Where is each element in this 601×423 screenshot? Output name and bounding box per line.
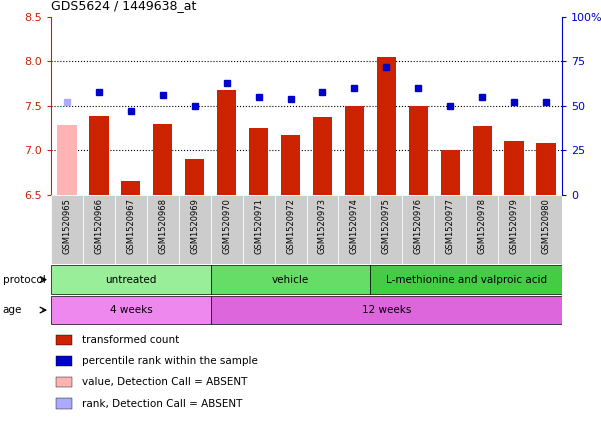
Text: 12 weeks: 12 weeks <box>362 305 411 315</box>
Text: GSM1520979: GSM1520979 <box>510 198 519 254</box>
Bar <box>56 398 72 409</box>
Text: GSM1520973: GSM1520973 <box>318 198 327 254</box>
Text: GDS5624 / 1449638_at: GDS5624 / 1449638_at <box>51 0 197 11</box>
Text: 4 weeks: 4 weeks <box>109 305 152 315</box>
Text: GSM1520971: GSM1520971 <box>254 198 263 254</box>
Bar <box>217 90 236 195</box>
Bar <box>402 195 435 264</box>
Bar <box>115 195 147 264</box>
Bar <box>56 377 72 387</box>
Bar <box>58 125 77 195</box>
Text: transformed count: transformed count <box>82 335 179 345</box>
Bar <box>51 265 211 294</box>
Bar <box>530 195 562 264</box>
Bar <box>56 356 72 366</box>
Text: GSM1520966: GSM1520966 <box>94 198 103 254</box>
Text: value, Detection Call = ABSENT: value, Detection Call = ABSENT <box>82 377 247 387</box>
Bar <box>498 195 530 264</box>
Bar <box>338 195 370 264</box>
Text: GSM1520970: GSM1520970 <box>222 198 231 254</box>
Bar <box>121 181 141 195</box>
Bar <box>90 116 109 195</box>
Bar <box>243 195 275 264</box>
Text: GSM1520967: GSM1520967 <box>126 198 135 254</box>
Text: protocol: protocol <box>2 275 45 285</box>
Text: L-methionine and valproic acid: L-methionine and valproic acid <box>386 275 547 285</box>
Bar <box>370 265 562 294</box>
Bar <box>185 159 204 195</box>
Text: GSM1520975: GSM1520975 <box>382 198 391 254</box>
Bar <box>83 195 115 264</box>
Text: untreated: untreated <box>105 275 157 285</box>
Text: percentile rank within the sample: percentile rank within the sample <box>82 356 258 366</box>
Bar <box>441 150 460 195</box>
Text: GSM1520974: GSM1520974 <box>350 198 359 254</box>
Bar <box>211 265 370 294</box>
Bar <box>345 106 364 195</box>
Text: GSM1520969: GSM1520969 <box>191 198 200 254</box>
Text: GSM1520978: GSM1520978 <box>478 198 487 254</box>
Bar <box>370 195 402 264</box>
Bar <box>51 296 211 324</box>
Bar <box>249 128 268 195</box>
Bar <box>307 195 338 264</box>
Bar <box>537 143 555 195</box>
Bar <box>51 195 83 264</box>
Text: rank, Detection Call = ABSENT: rank, Detection Call = ABSENT <box>82 398 242 409</box>
Text: vehicle: vehicle <box>272 275 309 285</box>
Text: age: age <box>2 305 22 315</box>
Bar <box>147 195 179 264</box>
Bar <box>56 335 72 345</box>
Text: GSM1520968: GSM1520968 <box>158 198 167 254</box>
Text: GSM1520972: GSM1520972 <box>286 198 295 254</box>
Bar <box>504 141 523 195</box>
Text: GSM1520977: GSM1520977 <box>446 198 455 254</box>
Bar <box>281 135 300 195</box>
Bar <box>434 195 466 264</box>
Bar <box>179 195 211 264</box>
Bar <box>211 296 562 324</box>
Bar <box>466 195 498 264</box>
Text: GSM1520965: GSM1520965 <box>63 198 72 254</box>
Bar <box>275 195 307 264</box>
Bar <box>472 126 492 195</box>
Bar <box>377 57 396 195</box>
Text: GSM1520976: GSM1520976 <box>413 198 423 254</box>
Bar <box>313 117 332 195</box>
Text: GSM1520980: GSM1520980 <box>542 198 551 254</box>
Bar <box>211 195 243 264</box>
Bar <box>153 124 172 195</box>
Bar <box>409 106 428 195</box>
